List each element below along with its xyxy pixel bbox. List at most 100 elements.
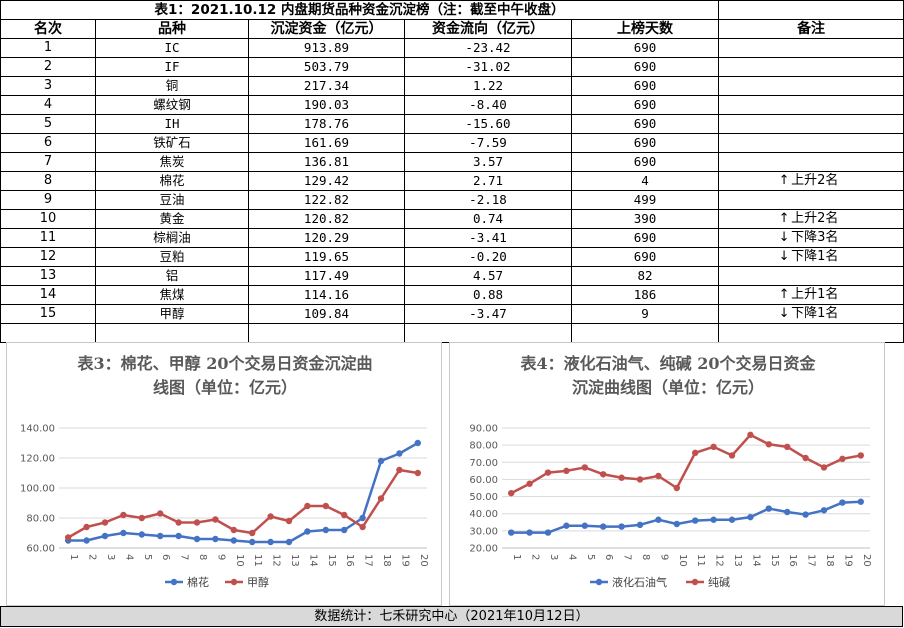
x-tick-label: 3 xyxy=(105,554,116,560)
data-point xyxy=(230,526,237,534)
days-cell: 9 xyxy=(570,304,720,324)
rank-cell: 3 xyxy=(0,76,96,96)
chart-title: 沉淀曲线图（单位：亿元） xyxy=(572,378,764,397)
data-point xyxy=(322,526,329,534)
table-row: 8 棉花 129.42 2.71 4 ↑ 上升2名 xyxy=(0,171,904,191)
rank-cell: 15 xyxy=(0,304,96,324)
note-cell: ↓ 下降1名 xyxy=(718,304,904,324)
rank-cell: 1 xyxy=(0,38,96,58)
table-row: 10 黄金 120.82 0.74 390 ↑ 上升2名 xyxy=(0,209,904,229)
data-point xyxy=(414,439,421,447)
flow-cell: -7.59 xyxy=(404,133,572,153)
legend-swatch-marker xyxy=(595,578,603,586)
data-point xyxy=(765,441,772,448)
note-cell xyxy=(718,95,904,115)
table-row: 2 IF 503.79 -31.02 690 xyxy=(0,57,904,77)
flow-cell: 2.71 xyxy=(404,171,572,191)
data-point xyxy=(820,464,828,471)
days-cell: 82 xyxy=(570,266,720,286)
flow-cell: -31.02 xyxy=(404,57,572,77)
chart-title: 线图（单位：亿元） xyxy=(153,378,297,397)
flow-cell: 3.57 xyxy=(404,152,572,172)
x-tick-label: 15 xyxy=(769,554,780,567)
table-row: 11 棕榈油 120.29 -3.41 690 ↓ 下降3名 xyxy=(0,228,904,248)
name-cell: 焦炭 xyxy=(95,152,249,172)
header-capital: 沉淀资金（亿元） xyxy=(248,19,405,39)
note-text: 下降3名 xyxy=(791,230,839,245)
capital-cell: 913.89 xyxy=(248,38,405,58)
x-tick-label: 14 xyxy=(307,554,318,567)
rank-cell: 14 xyxy=(0,285,96,305)
arrow-up-icon: ↑ xyxy=(778,211,790,226)
legend-swatch-marker xyxy=(691,578,699,586)
x-tick-label: 20 xyxy=(418,554,429,567)
x-tick-label: 2 xyxy=(530,554,541,560)
y-tick-label: 50.00 xyxy=(469,492,498,503)
data-point xyxy=(83,537,90,544)
data-point xyxy=(175,519,182,526)
capital-cell: 120.29 xyxy=(248,228,405,248)
y-tick-label: 140.00 xyxy=(20,424,55,435)
rank-cell: 9 xyxy=(0,190,96,210)
data-point xyxy=(839,455,846,463)
data-point xyxy=(839,499,846,506)
data-point xyxy=(304,502,311,510)
capital-cell: 109.84 xyxy=(248,304,405,324)
x-tick-label: 10 xyxy=(677,554,688,567)
days-cell: 690 xyxy=(570,133,720,153)
x-tick-label: 6 xyxy=(603,554,614,560)
table-row: 9 豆油 122.82 -2.18 499 xyxy=(0,190,904,210)
charts-area: 表3：棉花、甲醇 20个交易日资金沉淀曲 线图（单位：亿元） 60.00 80.00 1… xyxy=(0,342,904,606)
table-row: 12 豆粕 119.65 -0.20 690 ↓ 下降1名 xyxy=(0,247,904,267)
arrow-up-icon: ↑ xyxy=(778,173,790,188)
x-tick-label: 14 xyxy=(750,554,761,567)
x-tick-label: 7 xyxy=(179,554,190,560)
data-point xyxy=(802,511,809,518)
data-point xyxy=(618,523,625,530)
rank-cell: 5 xyxy=(0,114,96,134)
capital-cell: 161.69 xyxy=(248,133,405,153)
name-cell: 黄金 xyxy=(95,209,249,229)
days-cell: 4 xyxy=(570,171,720,191)
data-source-footer: 数据统计：七禾研究中心（2021年10月12日） xyxy=(0,606,903,627)
table-row: 6 铁矿石 161.69 -7.59 690 xyxy=(0,133,904,153)
capital-cell: 122.82 xyxy=(248,190,405,210)
x-tick-label: 4 xyxy=(123,554,134,560)
data-point xyxy=(285,538,293,546)
lpg-sodaash-chart: 表4：液化石油气、纯碱 20个交易日资金 沉淀曲线图（单位：亿元） 20.00 30.… xyxy=(449,342,885,606)
data-point xyxy=(544,469,552,476)
name-cell: IC xyxy=(95,38,249,58)
series-line-1 xyxy=(510,433,862,495)
data-point xyxy=(230,537,237,544)
empty-cell xyxy=(248,323,405,343)
data-point xyxy=(857,452,864,459)
note-cell xyxy=(718,57,904,77)
data-point xyxy=(673,520,680,528)
header-name: 品种 xyxy=(95,19,249,39)
table-row: 1 IC 913.89 -23.42 690 xyxy=(0,38,904,58)
capital-cell: 190.03 xyxy=(248,95,405,115)
data-point xyxy=(120,529,127,537)
data-point xyxy=(138,514,145,522)
y-tick-label: 70.00 xyxy=(469,458,498,469)
capital-cell: 117.49 xyxy=(248,266,405,286)
days-cell: 690 xyxy=(570,228,720,248)
note-cell xyxy=(718,133,904,153)
header-rank: 名次 xyxy=(0,19,96,39)
legend-label: 棉花 xyxy=(187,575,209,589)
x-tick-label: 6 xyxy=(160,554,171,560)
name-cell: IH xyxy=(95,114,249,134)
data-point xyxy=(322,502,329,510)
flow-cell: -3.47 xyxy=(404,304,572,324)
x-tick-label: 11 xyxy=(252,554,263,567)
empty-cell xyxy=(0,323,96,343)
name-cell: 铜 xyxy=(95,76,249,96)
flow-cell: -8.40 xyxy=(404,95,572,115)
x-tick-label: 12 xyxy=(271,554,282,567)
flow-cell: -0.20 xyxy=(404,247,572,267)
table-row: 7 焦炭 136.81 3.57 690 xyxy=(0,152,904,172)
data-point xyxy=(341,526,348,534)
data-point xyxy=(692,517,699,524)
rank-cell: 8 xyxy=(0,171,96,191)
chart-title: 表3：棉花、甲醇 20个交易日资金沉淀曲 xyxy=(77,354,373,373)
